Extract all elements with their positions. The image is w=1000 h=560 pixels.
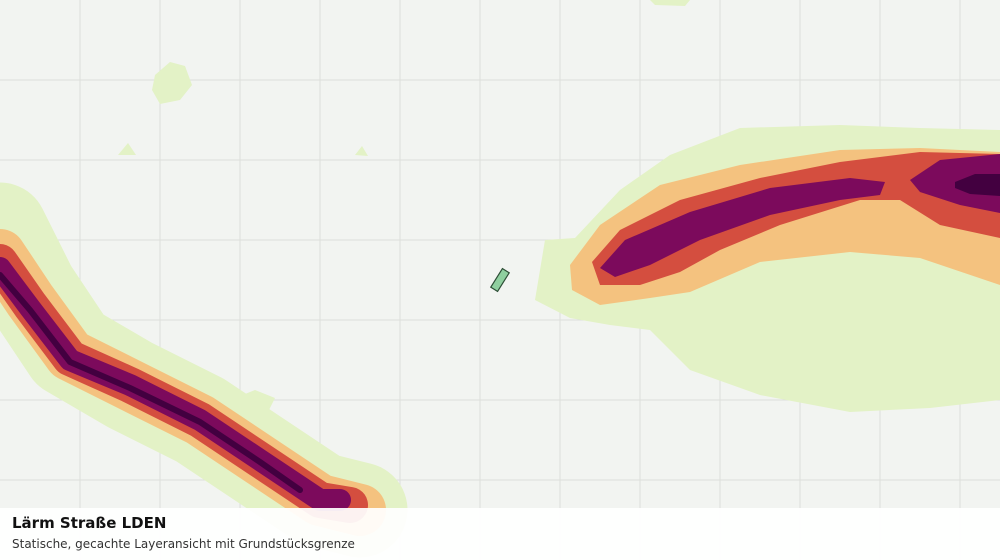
noise-zone-high xyxy=(600,178,885,277)
parcel-boundary xyxy=(489,267,511,293)
noise-zone-highest xyxy=(0,272,303,493)
legend-subtitle: Statische, gecachte Layeransicht mit Gru… xyxy=(12,537,355,551)
noise-patch xyxy=(152,62,192,104)
legend-title: Lärm Straße LDEN xyxy=(12,514,167,532)
noise-zone-highest xyxy=(955,174,1000,196)
noise-patch xyxy=(650,0,690,6)
road-noise-right xyxy=(535,125,1000,412)
road-noise-left xyxy=(0,182,408,558)
legend-panel: Lärm Straße LDEN Statische, gecachte Lay… xyxy=(0,508,1000,560)
noise-patch xyxy=(118,143,136,155)
noise-patch xyxy=(355,146,368,156)
noise-zone-mid xyxy=(592,152,1000,285)
